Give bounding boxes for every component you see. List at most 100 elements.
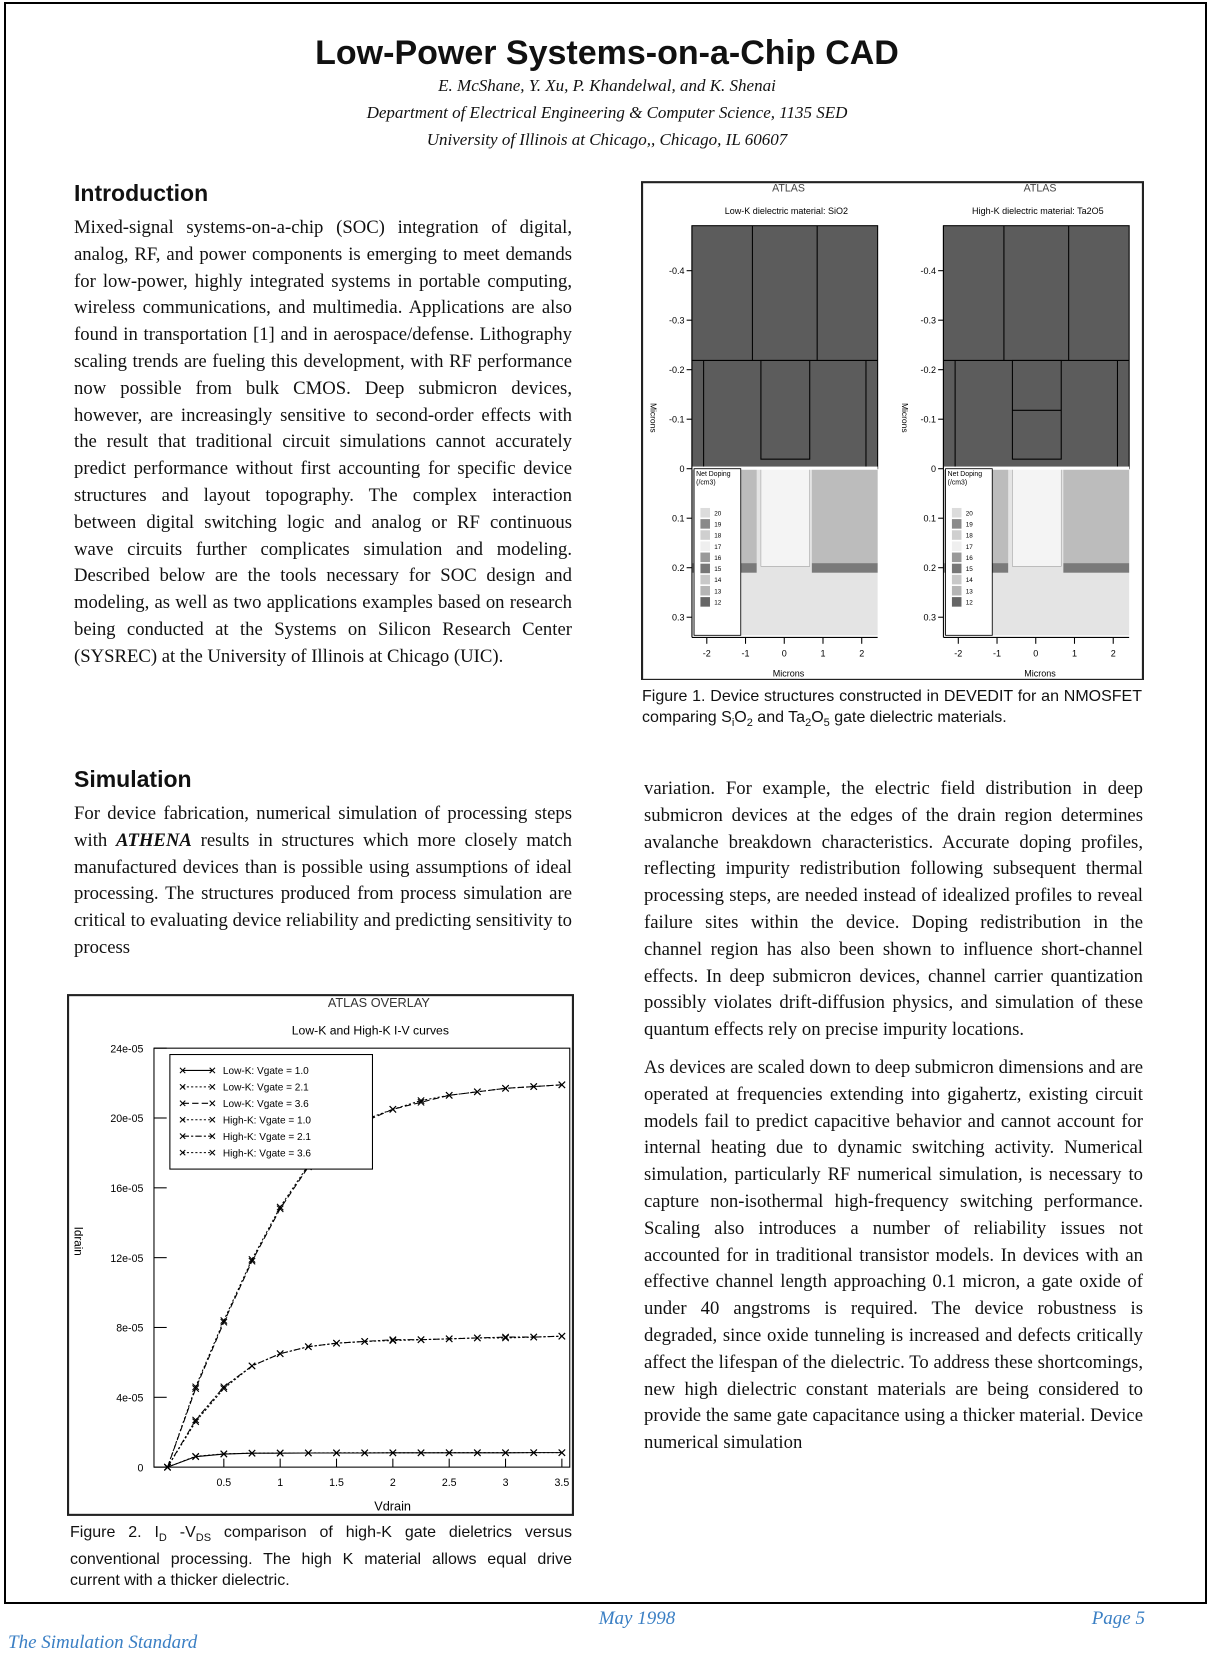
panel-title: ATLAS <box>1024 183 1057 195</box>
y-axis-label: Microns <box>649 403 659 433</box>
x-tick-label: 1 <box>820 649 825 659</box>
data-point <box>361 1449 369 1457</box>
paragraph: For device fabrication, numerical simula… <box>74 801 572 962</box>
gate-dielectric <box>943 466 1130 470</box>
y-tick-label: 0 <box>137 1462 143 1474</box>
data-point <box>501 1084 510 1092</box>
data-point <box>445 1449 453 1457</box>
channel <box>1012 468 1062 567</box>
legend-label: 19 <box>966 522 974 529</box>
data-point <box>530 1333 538 1341</box>
text-run: O <box>811 709 824 726</box>
drain <box>811 468 878 564</box>
legend-title: Net Doping <box>696 471 731 478</box>
x-tick-label: 2 <box>1111 649 1116 659</box>
junction <box>1063 563 1130 573</box>
data-point <box>501 1334 510 1342</box>
figure-caption: Figure 2. ID -VDS comparison of high-K g… <box>70 1522 572 1591</box>
x-tick-label: -1 <box>742 649 750 659</box>
legend-box <box>945 468 993 636</box>
legend-swatch <box>700 519 710 529</box>
gate <box>760 359 811 460</box>
text-run: and Ta <box>752 709 806 726</box>
legend-label: Low-K: Vgate = 1.0 <box>223 1066 309 1077</box>
data-point <box>417 1336 425 1344</box>
legend-swatch <box>951 552 962 563</box>
x-tick-label: 2.5 <box>442 1477 457 1489</box>
legend-swatch <box>700 574 710 585</box>
x-tick-label: 3 <box>503 1477 509 1489</box>
legend-title: (/cm3) <box>696 480 715 487</box>
figure-2: ATLAS OVERLAY Low-K and High-K I-V curves… <box>67 994 574 1516</box>
text-run: -V <box>166 1524 196 1541</box>
text-run: 2 <box>746 717 753 730</box>
data-point <box>473 1449 481 1457</box>
y-tick-label: 0.3 <box>923 612 936 622</box>
text-run: results in structures which more closely… <box>74 829 572 958</box>
emphasis: ATHENA <box>116 829 192 851</box>
section-heading: Introduction <box>74 180 209 206</box>
data-point <box>389 1449 397 1457</box>
x-tick-label: 1 <box>277 1477 283 1489</box>
y-tick-label: 0.2 <box>672 563 685 573</box>
data-point <box>220 1385 228 1393</box>
text-run: DS <box>195 1532 212 1545</box>
legend-marker <box>179 1067 216 1074</box>
x-tick-label: 0 <box>782 649 787 659</box>
legend-swatch <box>951 597 962 607</box>
data-point <box>276 1449 284 1457</box>
data-point <box>192 1416 200 1424</box>
footer-date: May 1998 <box>598 1608 676 1629</box>
figure-1: ATLAS Low-K dielectric material: SiO2 Net … <box>641 181 1144 680</box>
chart-title: ATLAS OVERLAY <box>328 995 431 1010</box>
x-axis-label: Microns <box>773 669 805 679</box>
legend-title: Net Doping <box>948 471 983 478</box>
authors: E. McShane, Y. Xu, P. Khandelwal, and K.… <box>438 76 776 95</box>
data-point <box>220 1450 228 1458</box>
affiliation: University of Illinois at Chicago,, Chic… <box>426 130 788 149</box>
y-tick-label: -0.1 <box>669 414 685 424</box>
x-tick-label: 3.5 <box>555 1477 570 1489</box>
paragraph: variation. For example, the electric fie… <box>644 776 1143 1044</box>
y-tick-label: 0.1 <box>923 513 936 523</box>
text-run: Mixed-signal systems-on-a-chip (SOC) int… <box>74 217 572 667</box>
drain <box>1063 468 1130 564</box>
y-tick-label: 24e-05 <box>110 1043 143 1055</box>
x-tick-label: -2 <box>954 649 962 659</box>
y-tick-label: 20e-05 <box>110 1113 143 1125</box>
legend-label: 17 <box>714 544 722 551</box>
y-tick-label: -0.4 <box>669 266 685 276</box>
legend-marker <box>179 1133 216 1140</box>
y-tick-label: 0.1 <box>672 513 685 523</box>
data-point <box>248 1255 256 1263</box>
legend-swatch <box>951 541 962 551</box>
data-point <box>445 1335 453 1343</box>
legend-marker <box>179 1116 216 1123</box>
data-point <box>473 1334 481 1342</box>
gate-dielectric <box>691 466 878 470</box>
data-point <box>417 1096 425 1105</box>
data-point <box>558 1332 566 1340</box>
legend-label: High-K: Vgate = 3.6 <box>223 1148 312 1159</box>
data-point <box>332 1339 341 1347</box>
x-tick-label: 1.5 <box>329 1477 344 1489</box>
legend-label: 12 <box>714 600 722 607</box>
data-point <box>417 1098 425 1106</box>
x-axis-label: Microns <box>1024 669 1056 679</box>
data-point <box>501 1449 510 1457</box>
legend-label: 15 <box>714 566 722 573</box>
legend-box <box>169 1054 374 1170</box>
legend-swatch <box>700 541 710 551</box>
y-axis-label: Microns <box>900 403 910 433</box>
panel-title: ATLAS <box>772 183 805 195</box>
section-text: Mixed-signal systems-on-a-chip (SOC) int… <box>74 215 572 682</box>
legend-label: 20 <box>966 510 974 517</box>
paragraph: As devices are scaled down to deep submi… <box>644 1055 1143 1457</box>
data-point <box>276 1203 284 1211</box>
data-point <box>417 1449 425 1457</box>
data-point <box>304 1343 312 1351</box>
text-run: i <box>731 717 735 730</box>
data-point <box>248 1362 256 1370</box>
data-point <box>332 1449 341 1457</box>
legend-label: 15 <box>966 566 974 573</box>
